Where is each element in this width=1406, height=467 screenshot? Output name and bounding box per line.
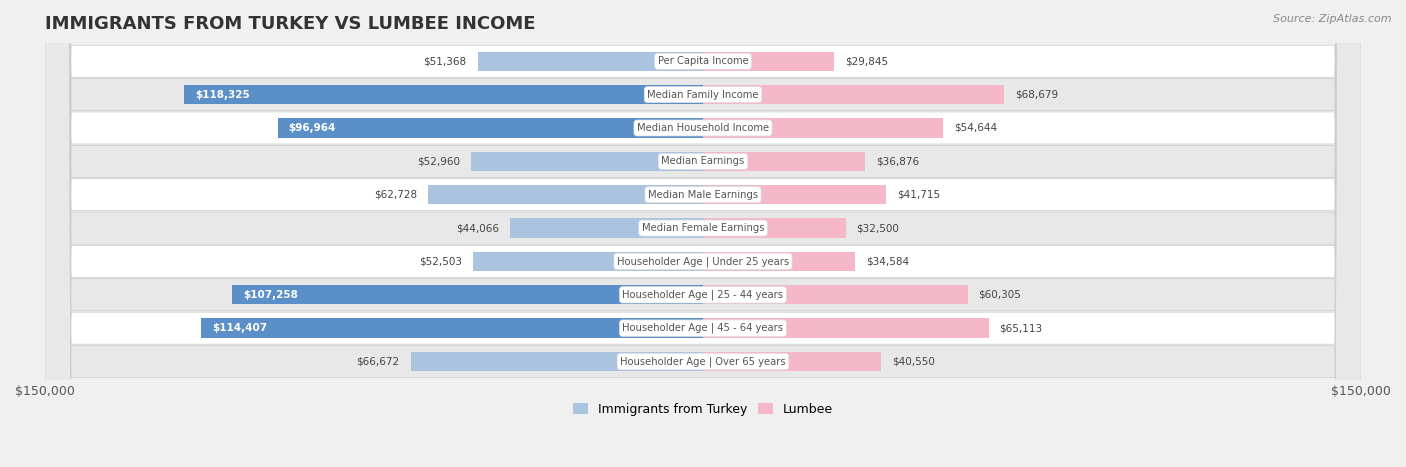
Bar (703, 185, 886, 205)
FancyBboxPatch shape (45, 0, 1361, 467)
Legend: Immigrants from Turkey, Lumbee: Immigrants from Turkey, Lumbee (568, 398, 838, 421)
FancyBboxPatch shape (45, 0, 1361, 467)
Text: $96,964: $96,964 (288, 123, 336, 133)
Bar (478, 51, 703, 71)
Text: Median Male Earnings: Median Male Earnings (648, 190, 758, 200)
Text: $60,305: $60,305 (979, 290, 1021, 300)
Text: $44,066: $44,066 (456, 223, 499, 233)
Text: $40,550: $40,550 (891, 356, 935, 367)
Text: $36,876: $36,876 (876, 156, 920, 166)
Bar (471, 152, 703, 171)
Text: Householder Age | Under 25 years: Householder Age | Under 25 years (617, 256, 789, 267)
Bar (411, 352, 703, 371)
Text: $68,679: $68,679 (1015, 90, 1059, 99)
Text: Per Capita Income: Per Capita Income (658, 56, 748, 66)
Bar (232, 285, 703, 304)
FancyBboxPatch shape (45, 0, 1361, 467)
Bar (703, 219, 845, 238)
Text: $52,960: $52,960 (416, 156, 460, 166)
Bar (703, 152, 865, 171)
FancyBboxPatch shape (45, 0, 1361, 467)
Text: $51,368: $51,368 (423, 56, 467, 66)
FancyBboxPatch shape (45, 0, 1361, 467)
Text: $54,644: $54,644 (953, 123, 997, 133)
Text: $32,500: $32,500 (856, 223, 900, 233)
Text: $66,672: $66,672 (356, 356, 399, 367)
Bar (703, 318, 988, 338)
Bar (703, 285, 967, 304)
FancyBboxPatch shape (45, 0, 1361, 467)
Bar (510, 219, 703, 238)
Text: Source: ZipAtlas.com: Source: ZipAtlas.com (1274, 14, 1392, 24)
Text: Householder Age | Over 65 years: Householder Age | Over 65 years (620, 356, 786, 367)
Bar (703, 51, 834, 71)
Text: $41,715: $41,715 (897, 190, 941, 200)
Text: $34,584: $34,584 (866, 256, 908, 267)
Text: $62,728: $62,728 (374, 190, 416, 200)
Bar (277, 118, 703, 138)
Text: $107,258: $107,258 (243, 290, 298, 300)
Text: $65,113: $65,113 (1000, 323, 1043, 333)
Text: IMMIGRANTS FROM TURKEY VS LUMBEE INCOME: IMMIGRANTS FROM TURKEY VS LUMBEE INCOME (45, 15, 536, 33)
Bar (703, 252, 855, 271)
Bar (472, 252, 703, 271)
Bar (703, 85, 1004, 104)
Text: Median Family Income: Median Family Income (647, 90, 759, 99)
Bar (201, 318, 703, 338)
Bar (184, 85, 703, 104)
Bar (427, 185, 703, 205)
Text: Householder Age | 45 - 64 years: Householder Age | 45 - 64 years (623, 323, 783, 333)
Text: $114,407: $114,407 (212, 323, 267, 333)
FancyBboxPatch shape (45, 0, 1361, 467)
Text: Householder Age | 25 - 44 years: Householder Age | 25 - 44 years (623, 290, 783, 300)
Text: $29,845: $29,845 (845, 56, 889, 66)
Text: Median Female Earnings: Median Female Earnings (641, 223, 765, 233)
FancyBboxPatch shape (45, 0, 1361, 467)
FancyBboxPatch shape (45, 0, 1361, 467)
Text: $52,503: $52,503 (419, 256, 461, 267)
Text: $118,325: $118,325 (195, 90, 250, 99)
Bar (703, 118, 943, 138)
FancyBboxPatch shape (45, 0, 1361, 467)
Bar (703, 352, 882, 371)
Text: Median Earnings: Median Earnings (661, 156, 745, 166)
Text: Median Household Income: Median Household Income (637, 123, 769, 133)
